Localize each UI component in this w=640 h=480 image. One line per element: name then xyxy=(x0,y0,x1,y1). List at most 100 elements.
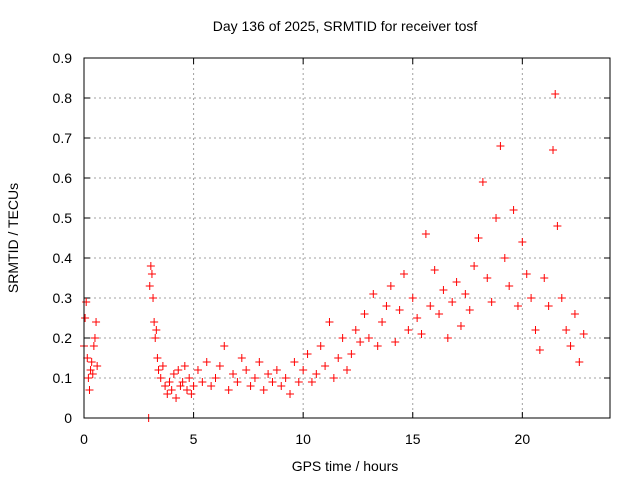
x-tick-label: 0 xyxy=(80,431,88,447)
data-point xyxy=(356,338,365,346)
data-point xyxy=(90,334,99,342)
data-point xyxy=(150,318,159,326)
data-point xyxy=(169,370,178,378)
data-point xyxy=(312,370,321,378)
data-point xyxy=(369,290,378,298)
data-point xyxy=(180,362,189,370)
x-tick-label: 15 xyxy=(405,431,421,447)
data-point xyxy=(154,366,163,374)
data-point xyxy=(448,298,457,306)
data-point xyxy=(321,362,330,370)
data-point xyxy=(391,338,400,346)
y-tick-label: 0.7 xyxy=(53,130,73,146)
data-point xyxy=(193,366,202,374)
data-point xyxy=(408,294,417,302)
data-point xyxy=(557,294,566,302)
data-point xyxy=(562,326,571,334)
data-point xyxy=(492,214,501,222)
data-point xyxy=(85,386,94,394)
data-point xyxy=(553,222,562,230)
data-point xyxy=(92,318,101,326)
data-point xyxy=(316,342,325,350)
data-point xyxy=(211,374,220,382)
data-point xyxy=(174,366,183,374)
data-point xyxy=(426,302,435,310)
chart-title: Day 136 of 2025, SRMTID for receiver tos… xyxy=(213,18,478,34)
data-point xyxy=(430,266,439,274)
data-point xyxy=(465,306,474,314)
data-point xyxy=(382,302,391,310)
data-point xyxy=(153,354,162,362)
data-point xyxy=(531,326,540,334)
data-point xyxy=(386,282,395,290)
data-point xyxy=(579,330,588,338)
data-point xyxy=(237,354,246,362)
data-point xyxy=(264,370,273,378)
data-point xyxy=(535,346,544,354)
data-point xyxy=(294,378,303,386)
data-point xyxy=(268,378,277,386)
data-point xyxy=(198,378,207,386)
data-point xyxy=(163,390,172,398)
data-point xyxy=(82,298,91,306)
data-point xyxy=(404,326,413,334)
data-point xyxy=(156,374,165,382)
data-point xyxy=(549,146,558,154)
x-tick-label: 20 xyxy=(515,431,531,447)
data-point xyxy=(544,302,553,310)
data-point xyxy=(483,274,492,282)
data-point xyxy=(81,314,90,322)
data-point xyxy=(474,234,483,242)
data-point xyxy=(158,362,167,370)
x-tick-label: 10 xyxy=(295,431,311,447)
data-point xyxy=(299,366,308,374)
data-point xyxy=(527,294,536,302)
data-point xyxy=(487,298,496,306)
data-point xyxy=(500,254,509,262)
data-point xyxy=(373,342,382,350)
data-point xyxy=(456,322,465,330)
data-point xyxy=(89,342,98,350)
data-point xyxy=(233,378,242,386)
plot-frame xyxy=(83,57,611,419)
data-point xyxy=(443,334,452,342)
data-point xyxy=(347,350,356,358)
data-point xyxy=(187,390,196,398)
y-tick-label: 0.8 xyxy=(53,90,73,106)
data-point xyxy=(272,366,281,374)
data-point xyxy=(93,362,102,370)
data-point xyxy=(307,378,316,386)
data-point xyxy=(343,366,351,374)
data-point xyxy=(207,382,216,390)
data-point xyxy=(551,90,560,98)
data-point xyxy=(325,318,334,326)
data-point xyxy=(83,354,92,362)
data-point xyxy=(88,370,97,378)
data-point xyxy=(505,282,514,290)
data-point xyxy=(146,262,155,270)
data-point xyxy=(522,270,531,278)
data-point xyxy=(351,326,360,334)
data-point xyxy=(86,366,95,374)
data-point xyxy=(215,362,224,370)
data-point xyxy=(496,142,505,150)
data-point xyxy=(286,390,295,398)
data-point xyxy=(250,374,259,382)
y-tick-label: 0.1 xyxy=(53,370,73,386)
data-point xyxy=(399,270,408,278)
data-point xyxy=(509,206,518,214)
data-point xyxy=(152,326,161,334)
data-point xyxy=(281,374,290,382)
data-point xyxy=(242,366,251,374)
data-point xyxy=(145,282,154,290)
data-point xyxy=(334,354,343,362)
data-point xyxy=(176,382,185,390)
data-point xyxy=(165,378,174,386)
data-point xyxy=(183,386,192,394)
y-tick-label: 0.9 xyxy=(53,50,73,66)
y-tick-label: 0.3 xyxy=(53,290,73,306)
data-point xyxy=(246,382,255,390)
data-point xyxy=(417,330,426,338)
data-point xyxy=(151,334,160,342)
